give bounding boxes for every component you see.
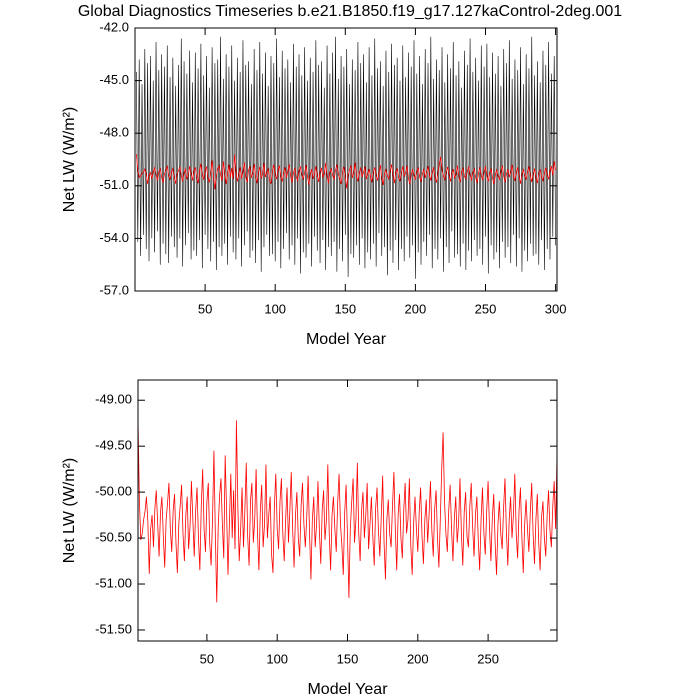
y-tick-label: -50.00 [95,484,132,499]
y-tick-label: -51.50 [95,621,132,636]
x-tick-label: 150 [334,301,356,316]
x-tick-label: 50 [200,651,214,666]
y-tick-label: -51.0 [99,177,129,192]
y-tick-label: -48.0 [99,125,129,140]
x-tick-label: 150 [337,651,359,666]
x-tick-label: 100 [264,301,286,316]
y-tick-label: -50.50 [95,530,132,545]
x-tick-label: 50 [198,301,212,316]
x-axis-label: Model Year [307,681,388,698]
x-tick-label: 250 [477,651,499,666]
y-axis-label: Net LW (W/m²) [61,107,78,212]
y-tick-label: -49.00 [95,392,132,407]
x-tick-label: 250 [475,301,497,316]
data-line [136,36,556,279]
x-axis-label: Model Year [306,331,387,348]
panel: 50 100 150 200 250 -49.00 -49.50 -50.00 -50.50 -5… [61,379,558,698]
y-tick-label: -57.0 [99,282,129,297]
x-tick-label: 200 [405,301,427,316]
y-tick-label: -54.0 [99,230,129,245]
x-tick-label: 200 [407,651,429,666]
x-tick-label: 100 [266,651,288,666]
data-line [136,154,556,190]
y-tick-label: -42.0 [99,19,129,34]
y-tick-label: -49.50 [95,438,132,453]
y-tick-label: -45.0 [99,72,129,87]
y-tick-label: -51.00 [95,575,132,590]
plot-frame [134,27,558,292]
y-axis-label: Net LW (W/m²) [61,458,78,563]
panel: 50 100 150 200 250 300 -42.0 -45.0 -48.0 -51.0 -54… [61,19,566,348]
data-line [137,418,558,603]
chart-title: Global Diagnostics Timeseries b.e21.B185… [78,3,622,20]
x-tick-label: 300 [545,301,567,316]
